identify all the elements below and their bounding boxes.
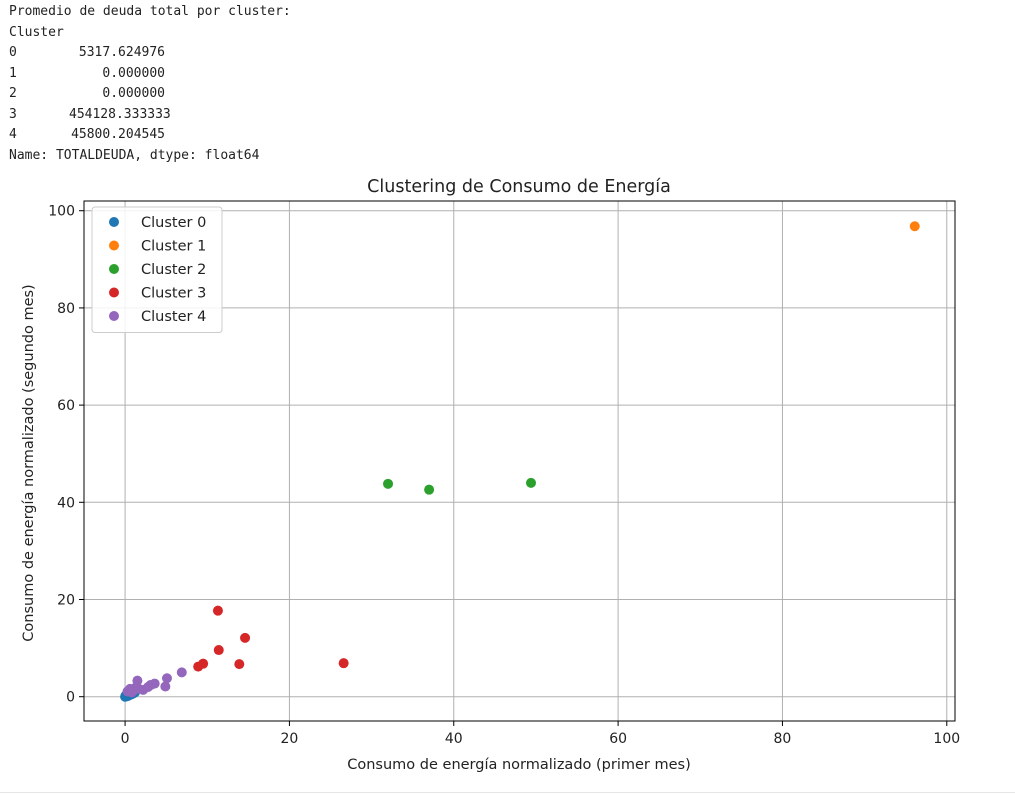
data-point-cluster-2 [526, 477, 537, 488]
y-tick-label: 100 [48, 204, 75, 220]
data-point-cluster-2 [424, 484, 435, 495]
data-point-cluster-4 [176, 667, 187, 678]
output-index-name: Cluster [9, 24, 64, 40]
x-tick-label: 0 [121, 731, 130, 747]
data-point-cluster-4 [160, 681, 171, 692]
data-point-cluster-3 [212, 605, 223, 616]
legend-label: Cluster 1 [141, 239, 206, 255]
data-point-cluster-2 [383, 478, 394, 489]
legend-marker [109, 264, 119, 274]
output-row-value: 0.000000 [102, 86, 165, 101]
axis-ticks: 0 20 40 60 80 100 0 20 40 60 80 100 [48, 204, 960, 747]
output-row-value: 5317.624976 [78, 45, 165, 60]
y-tick-label: 80 [57, 301, 75, 317]
x-tick-label: 100 [933, 731, 960, 747]
y-tick-label: 20 [57, 593, 75, 609]
output-row-value: 454128.333333 [69, 106, 171, 122]
data-point-cluster-3 [234, 659, 245, 670]
output-row-index: 2 [9, 86, 17, 101]
data-point-cluster-3 [193, 661, 204, 672]
legend-marker [109, 217, 119, 227]
output-row: 1 0.000000 [9, 64, 291, 85]
legend-box [91, 206, 223, 333]
data-points [120, 221, 920, 702]
output-header: Promedio de deuda total por cluster: [9, 4, 291, 19]
x-tick-label: 60 [609, 731, 627, 747]
output-row: 4 45800.204545 [9, 125, 291, 146]
legend-label: Cluster 3 [141, 286, 206, 302]
data-point-cluster-3 [213, 645, 224, 656]
x-tick-label: 40 [445, 731, 463, 747]
data-point-cluster-3 [240, 632, 251, 643]
grid-lines [84, 201, 955, 721]
output-row-index: 1 [9, 65, 17, 81]
y-axis-label: Consumo de energía normalizado (segundo … [21, 284, 37, 641]
data-point-cluster-3 [338, 658, 349, 669]
data-point-cluster-4 [161, 673, 172, 684]
output-row: 2 0.000000 [9, 84, 291, 105]
output-row-index: 3 [9, 106, 17, 122]
plot-frame [83, 200, 956, 722]
scatter-chart: Clustering de Consumo de Energía 0 20 40 60… [21, 177, 960, 773]
output-row-index: 0 [9, 45, 17, 60]
y-tick-label: 60 [57, 398, 75, 414]
legend-marker [109, 240, 119, 251]
output-row-value: 0.000000 [102, 65, 165, 81]
legend-marker [109, 311, 119, 321]
y-tick-label: 0 [66, 690, 75, 706]
output-row-value: 45800.204545 [71, 127, 165, 142]
output-footer: Name: TOTALDEUDA, dtype: float64 [9, 147, 260, 163]
data-point-cluster-1 [909, 221, 920, 232]
x-axis-label: Consumo de energía normalizado (primer m… [347, 757, 690, 773]
data-point-cluster-4 [130, 682, 141, 693]
legend-marker [109, 287, 119, 298]
x-tick-label: 80 [774, 731, 792, 747]
output-row-index: 4 [9, 127, 17, 142]
output-row: 3 454128.333333 [9, 105, 291, 126]
data-point-cluster-4 [149, 678, 160, 689]
console-output: Promedio de deuda total por cluster: Clus… [9, 2, 291, 166]
legend-label: Cluster 4 [141, 309, 206, 325]
divider [0, 792, 1015, 793]
legend-label: Cluster 2 [141, 262, 206, 278]
x-tick-label: 20 [281, 731, 299, 747]
output-row: 0 5317.624976 [9, 43, 291, 64]
chart-title: Clustering de Consumo de Energía [367, 177, 671, 197]
legend-label: Cluster 0 [141, 215, 206, 231]
legend: Cluster 0 Cluster 1 Cluster 2 Cluster 3 Clus… [91, 206, 223, 333]
y-tick-label: 40 [57, 495, 75, 511]
